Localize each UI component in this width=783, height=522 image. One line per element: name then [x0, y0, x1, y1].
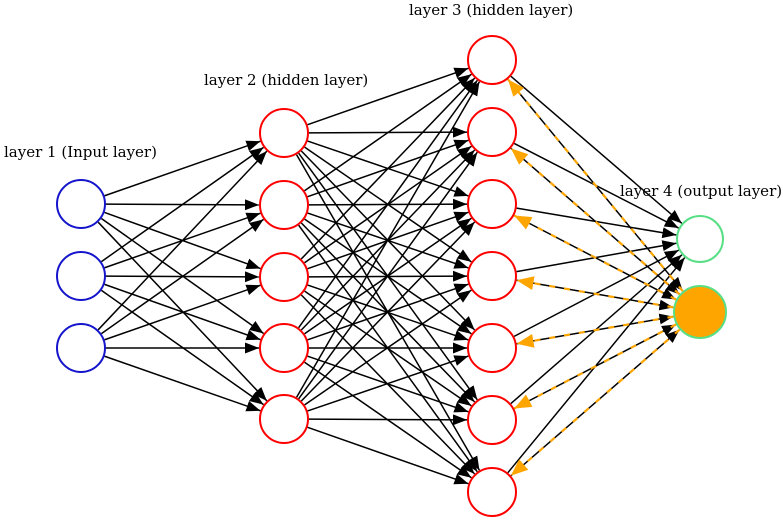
- layer4-output-label: layer 4 (output layer): [620, 182, 783, 200]
- feedback-edge: [513, 214, 677, 301]
- layer2-hidden-label: layer 2 (hidden layer): [204, 71, 369, 89]
- neuron-layer4-2: [673, 285, 727, 339]
- feedback-edge: [516, 276, 674, 309]
- neuron-layer4-1: [676, 215, 724, 263]
- forward-edge: [307, 426, 469, 485]
- neuron-layer3-7: [467, 467, 517, 517]
- forward-edge: [104, 140, 261, 197]
- layer3-hidden-label: layer 3 (hidden layer): [409, 1, 574, 19]
- edges-group: [97, 67, 686, 485]
- forward-edge: [507, 257, 686, 474]
- feedback-edge: [507, 78, 684, 292]
- forward-edge: [298, 151, 478, 400]
- forward-edge: [101, 218, 264, 335]
- forward-edge: [307, 355, 469, 412]
- feedback-edge: [513, 323, 677, 410]
- forward-edge: [510, 75, 683, 224]
- neuron-layer2-3: [259, 252, 309, 302]
- forward-edge: [308, 414, 468, 426]
- neuron-layer1-1: [56, 179, 106, 229]
- forward-edge: [101, 146, 264, 263]
- forward-edge: [300, 77, 476, 260]
- forward-edge: [304, 289, 472, 406]
- forward-edge: [307, 67, 469, 126]
- neuron-layer2-4: [259, 323, 309, 373]
- forward-edge: [300, 221, 476, 402]
- forward-edge: [295, 81, 481, 398]
- layer1-input-label: layer 1 (Input layer): [4, 143, 157, 161]
- forward-edge: [104, 355, 261, 412]
- forward-edge: [104, 284, 261, 341]
- neuron-layer1-2: [56, 251, 106, 301]
- neuron-layer1-3: [56, 323, 106, 373]
- forward-edge: [298, 79, 478, 329]
- nodes-group: [56, 35, 727, 517]
- feedback-edge: [516, 315, 674, 348]
- neuron-layer3-5: [467, 323, 517, 373]
- neuron-layer3-2: [467, 107, 517, 157]
- neuron-layer3-3: [467, 179, 517, 229]
- neuron-layer2-1: [259, 108, 309, 158]
- neuron-layer2-2: [259, 180, 309, 230]
- neuron-layer3-6: [467, 395, 517, 445]
- forward-edge: [97, 150, 268, 331]
- feedback-edge: [510, 147, 681, 296]
- neuron-layer2-5: [259, 394, 309, 444]
- forward-edge: [304, 73, 472, 192]
- neuron-layer3-1: [467, 35, 517, 85]
- feedback-edge: [510, 328, 681, 477]
- neuron-layer3-4: [467, 251, 517, 301]
